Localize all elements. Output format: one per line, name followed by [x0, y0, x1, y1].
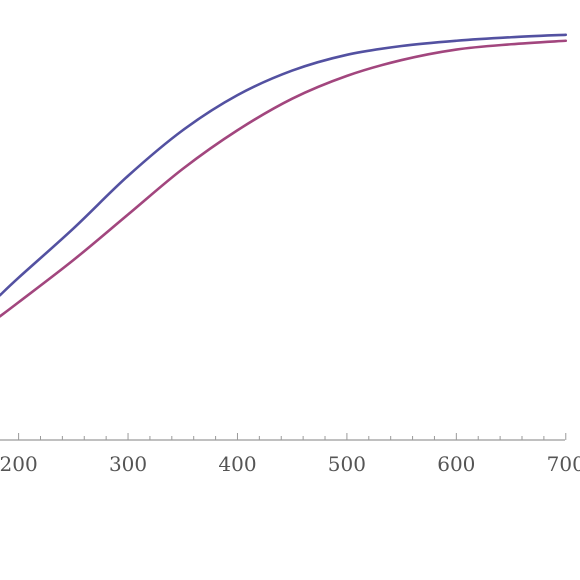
- x-axis-tick-labels: 200 300 400 500 600 700: [0, 452, 580, 476]
- x-axis-ticks: [18, 433, 567, 440]
- x-tick-label: 500: [328, 452, 366, 476]
- series-layer: [0, 33, 568, 318]
- series-line-1: [0, 33, 568, 297]
- x-tick-label: 600: [437, 452, 475, 476]
- x-tick-label: 200: [0, 452, 38, 476]
- x-tick-label: 300: [109, 452, 147, 476]
- x-tick-label: 700: [547, 452, 580, 476]
- series-line-2: [0, 39, 568, 318]
- x-tick-label: 400: [218, 452, 256, 476]
